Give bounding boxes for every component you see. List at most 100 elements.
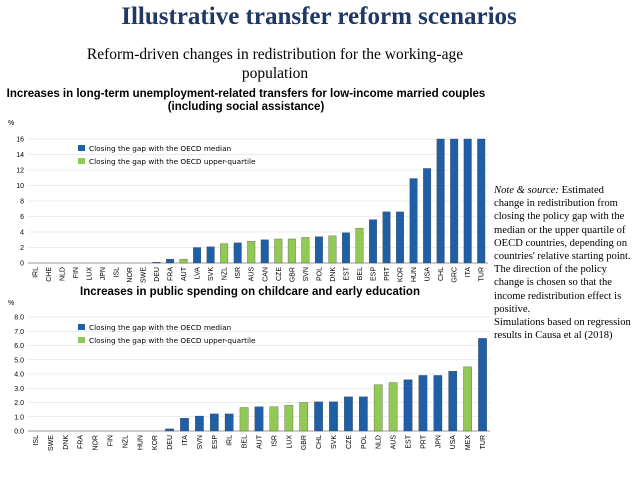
x-tick-label: DEU [167,435,174,450]
x-tick-label: SWE [48,435,55,451]
bar-cze [344,396,353,432]
note-line-2: positive. [494,303,531,315]
x-tick-label: SVN [303,267,310,281]
bar-gbr [287,238,296,264]
y-tick-label: 4.0 [14,372,24,379]
x-tick-label: FRA [78,435,85,449]
x-tick-label: AUT [257,434,264,449]
x-tick-label: SWE [141,267,148,283]
x-tick-label: PRT [384,266,391,281]
x-tick-label: KOR [398,267,405,282]
chart-title: Increases in public spending on childcar… [80,286,420,298]
bar-svn [195,415,204,432]
x-tick-label: CAN [262,267,269,282]
bar-lux [284,405,294,432]
legend-swatch-median [78,324,85,330]
chart-title: Increases in long-term unemployment-rela… [7,88,486,113]
legend-swatch-upper-quartile [78,158,85,164]
bar-svk [329,401,338,432]
bar-prt [418,375,428,432]
legend-label-median: Closing the gap with the OECD median [89,144,231,153]
bar-ita [463,138,472,264]
x-tick-label: AUS [391,435,398,450]
legend-label-upper-quartile: Closing the gap with the OECD upper-quar… [89,336,256,345]
bar-nzl [220,243,229,264]
y-tick-label: 8 [20,199,24,206]
y-tick-label: 7.0 [14,329,24,336]
slide-title: Illustrative transfer reform scenarios [121,3,517,30]
x-tick-label: PRT [420,434,427,449]
x-tick-label: EST [343,266,350,280]
x-tick-label: AUS [249,267,256,282]
note-text: Estimated change in redistribution from … [494,185,631,302]
x-tick-label: ISR [235,267,242,279]
x-tick-label: IRL [32,267,39,278]
bar-kor [396,211,404,264]
x-tick-label: ISL [33,435,40,446]
slide-subtitle: Reform-driven changes in redistribution … [86,46,464,82]
bar-chl [314,401,323,432]
bar-tur [478,338,487,432]
x-tick-label: HUN [137,435,144,450]
x-tick-label: ISL [113,267,120,278]
bar-est [403,379,413,432]
x-tick-label: KOR [152,435,159,450]
chart-unemployment-transfers: Increases in long-term unemployment-rela… [7,88,488,283]
bar-usa [423,168,432,264]
bar-tur [477,138,486,264]
y-tick-label: 10 [16,183,24,190]
bar-esp [209,413,219,432]
x-tick-label: CZE [276,267,283,281]
bar-chl [436,138,445,264]
bar-svk [206,246,215,264]
bar-lva [193,247,202,264]
y-axis-unit-label: % [8,120,14,127]
bar-cze [274,238,283,264]
x-tick-label: FIN [73,267,80,278]
chart-childcare-spending: Increases in public spending on childcar… [8,286,490,451]
x-tick-label: JPN [435,435,442,448]
y-tick-label: 3.0 [14,386,24,393]
legend-swatch-upper-quartile [78,337,85,343]
y-tick-label: 4 [20,230,24,237]
y-tick-label: 6.0 [14,343,24,350]
y-tick-label: 0.0 [14,429,24,436]
bar-isr [269,406,279,432]
bar-ita [180,418,189,432]
bar-aut [179,258,188,264]
y-tick-label: 5.0 [14,357,24,364]
bar-aus [247,241,256,264]
x-tick-label: LVA [195,267,202,280]
y-tick-label: 1.0 [14,414,24,421]
bar-isr [233,242,242,264]
bar-usa [448,371,458,432]
y-tick-label: 8.0 [14,315,24,322]
y-tick-label: 14 [16,152,24,159]
bar-jpn [433,375,443,432]
x-tick-label: BEL [242,435,249,448]
bar-fra [166,258,174,264]
x-tick-label: LUX [286,435,293,449]
x-tick-label: MEX [465,435,472,451]
x-tick-label: NOR [93,435,100,451]
x-tick-label: SVN [197,435,204,449]
x-tick-label: GBR [301,435,308,450]
x-tick-label: NZL [122,435,129,448]
x-tick-label: CHL [438,267,445,281]
bar-est [342,232,350,264]
bar-pol [314,236,323,264]
y-tick-label: 2 [20,245,24,252]
bar-bel [239,407,249,432]
x-tick-label: IRL [227,435,234,446]
y-tick-label: 16 [16,137,24,144]
x-tick-label: ESP [212,435,219,449]
x-tick-label: EST [406,434,413,448]
bar-dnk [328,235,337,264]
bar-pol [358,396,368,432]
x-tick-label: FRA [168,267,175,281]
x-tick-label: NLD [376,435,383,449]
x-tick-label: DEU [154,267,161,282]
x-tick-label: SVK [208,267,215,281]
y-tick-label: 2.0 [14,400,24,407]
bar-prt [382,211,391,264]
